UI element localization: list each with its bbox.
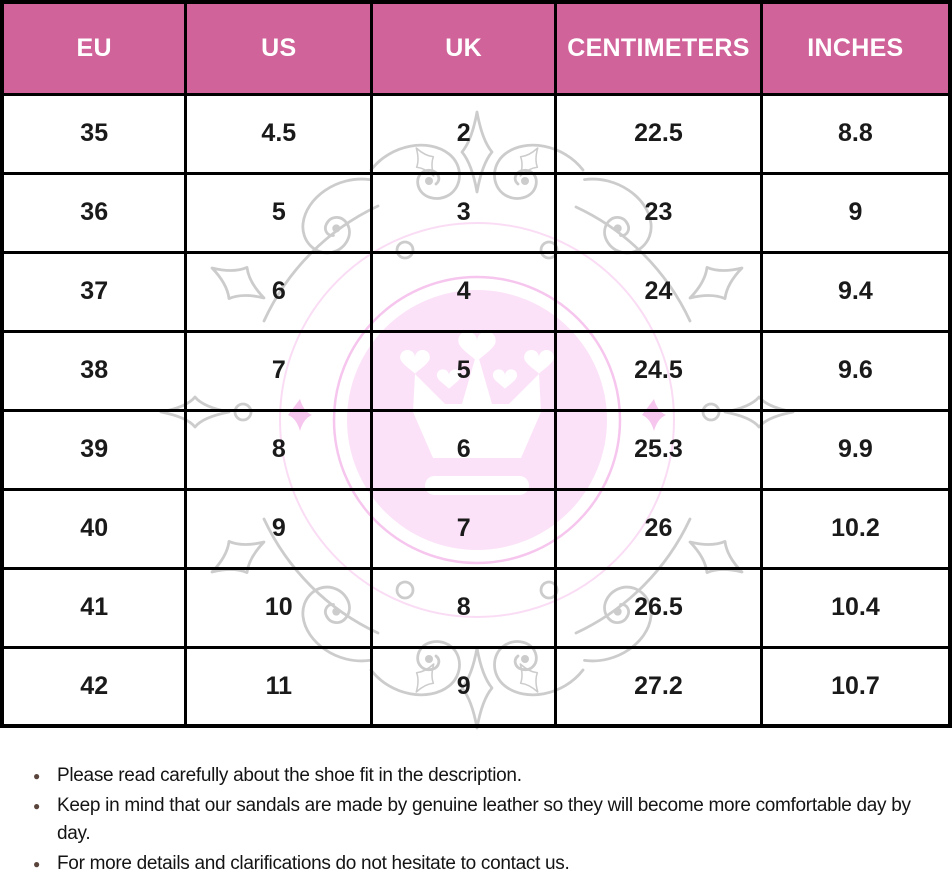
table-row: 36 5 3 23 9 bbox=[0, 171, 952, 254]
table-row: 39 8 6 25.3 9.9 bbox=[0, 408, 952, 491]
size-cell: 27.2 bbox=[554, 645, 763, 728]
table-row: 38 7 5 24.5 9.6 bbox=[0, 329, 952, 412]
size-chart-header-row: EU US UK CENTIMETERS INCHES bbox=[0, 0, 952, 96]
table-row: 40 9 7 26 10.2 bbox=[0, 487, 952, 570]
size-cell: 42 bbox=[0, 645, 188, 728]
size-cell: 9 bbox=[184, 487, 374, 570]
table-row: 42 11 9 27.2 10.7 bbox=[0, 645, 952, 728]
size-cell: 37 bbox=[0, 250, 188, 333]
size-cell: 40 bbox=[0, 487, 188, 570]
size-cell: 5 bbox=[370, 329, 558, 412]
size-cell: 39 bbox=[0, 408, 188, 491]
size-cell: 8.8 bbox=[759, 92, 952, 175]
bullet-icon: ● bbox=[33, 799, 40, 813]
size-cell: 26.5 bbox=[554, 566, 763, 649]
size-cell: 36 bbox=[0, 171, 188, 254]
note-item: ● Keep in mind that our sandals are made … bbox=[0, 792, 938, 848]
size-cell: 6 bbox=[370, 408, 558, 491]
size-cell: 23 bbox=[554, 171, 763, 254]
table-row: 35 4.5 2 22.5 8.8 bbox=[0, 92, 952, 175]
column-header: EU bbox=[0, 0, 188, 96]
size-cell: 6 bbox=[184, 250, 374, 333]
note-item: ● Please read carefully about the shoe fi… bbox=[0, 762, 938, 790]
bullet-icon: ● bbox=[33, 857, 40, 871]
size-cell: 10.2 bbox=[759, 487, 952, 570]
size-cell: 5 bbox=[184, 171, 374, 254]
size-cell: 10.7 bbox=[759, 645, 952, 728]
size-cell: 11 bbox=[184, 645, 374, 728]
size-cell: 35 bbox=[0, 92, 188, 175]
size-cell: 25.3 bbox=[554, 408, 763, 491]
column-header: INCHES bbox=[759, 0, 952, 96]
column-header: CENTIMETERS bbox=[554, 0, 763, 96]
size-cell: 9.6 bbox=[759, 329, 952, 412]
size-cell: 8 bbox=[184, 408, 374, 491]
size-cell: 24 bbox=[554, 250, 763, 333]
table-row: 41 10 8 26.5 10.4 bbox=[0, 566, 952, 649]
size-cell: 41 bbox=[0, 566, 188, 649]
note-text: For more details and clarifications do n… bbox=[57, 853, 570, 874]
size-cell: 7 bbox=[184, 329, 374, 412]
size-cell: 10.4 bbox=[759, 566, 952, 649]
size-cell: 4.5 bbox=[184, 92, 374, 175]
size-cell: 10 bbox=[184, 566, 374, 649]
size-cell: 22.5 bbox=[554, 92, 763, 175]
column-header: US bbox=[184, 0, 374, 96]
size-cell: 26 bbox=[554, 487, 763, 570]
size-cell: 9.4 bbox=[759, 250, 952, 333]
table-row: 37 6 4 24 9.4 bbox=[0, 250, 952, 333]
notes-list: ● Please read carefully about the shoe fi… bbox=[0, 762, 952, 878]
size-cell: 2 bbox=[370, 92, 558, 175]
column-header: UK bbox=[370, 0, 558, 96]
note-text: Please read carefully about the shoe fit… bbox=[57, 765, 522, 786]
size-chart-body: 35 4.5 2 22.5 8.8 36 5 3 23 9 37 6 4 24 9.4 38 7 5 24.5 9.6… bbox=[0, 92, 952, 728]
size-cell: 7 bbox=[370, 487, 558, 570]
size-cell: 9.9 bbox=[759, 408, 952, 491]
size-cell: 8 bbox=[370, 566, 558, 649]
size-cell: 9 bbox=[759, 171, 952, 254]
note-item: ● For more details and clarifications do … bbox=[0, 850, 938, 878]
note-text: Keep in mind that our sandals are made b… bbox=[57, 795, 911, 844]
bullet-icon: ● bbox=[33, 769, 40, 783]
size-chart-table: EU US UK CENTIMETERS INCHES 35 4.5 2 22.5 8.8 36 5… bbox=[0, 0, 952, 728]
size-cell: 3 bbox=[370, 171, 558, 254]
size-cell: 4 bbox=[370, 250, 558, 333]
size-cell: 9 bbox=[370, 645, 558, 728]
size-cell: 38 bbox=[0, 329, 188, 412]
size-chart-table-wrap: EU US UK CENTIMETERS INCHES 35 4.5 2 22.5 8.8 36 5… bbox=[0, 0, 952, 730]
size-cell: 24.5 bbox=[554, 329, 763, 412]
